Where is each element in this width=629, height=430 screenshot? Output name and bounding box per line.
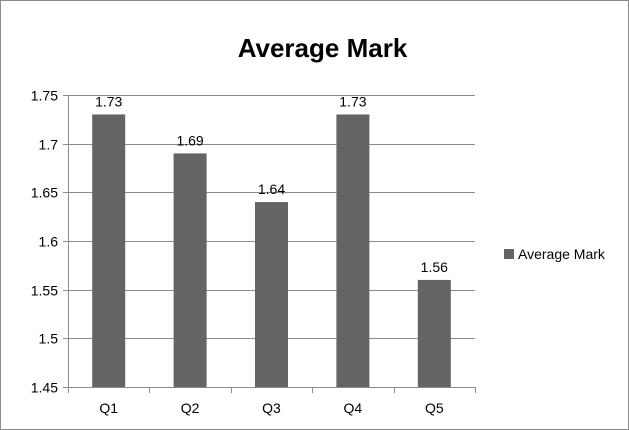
- y-axis-tick-labels: 1.75 1.7 1.65 1.6 1.55 1.5 1.45: [31, 88, 58, 396]
- data-label: 1.69: [176, 132, 203, 148]
- x-axis-tick-labels: Q1 Q2 Q3 Q4 Q5: [99, 400, 443, 416]
- x-axis-tick-label: Q5: [425, 400, 444, 416]
- bar-series: [92, 114, 451, 387]
- y-axis-tick-label: 1.45: [31, 380, 58, 396]
- y-axis-tick-label: 1.75: [31, 88, 58, 104]
- data-label: 1.73: [339, 93, 366, 109]
- bar: [255, 202, 288, 387]
- legend-label: Average Mark: [518, 246, 605, 262]
- bar: [92, 114, 126, 387]
- data-label: 1.56: [421, 259, 448, 275]
- legend: Average Mark: [504, 246, 605, 262]
- bar: [417, 279, 451, 387]
- data-labels: 1.73 1.69 1.64 1.73 1.56: [95, 93, 448, 274]
- data-label: 1.64: [258, 181, 285, 197]
- legend-swatch: [504, 249, 514, 259]
- x-axis-tick-label: Q3: [262, 400, 281, 416]
- x-axis-tick-label: Q1: [99, 400, 118, 416]
- y-axis-tick-label: 1.6: [39, 234, 59, 250]
- x-axis-tick-label: Q4: [344, 400, 363, 416]
- bar: [173, 153, 207, 387]
- bar: [336, 114, 370, 387]
- y-axis-tick-label: 1.5: [39, 331, 59, 347]
- chart-title: Average Mark: [237, 33, 408, 63]
- data-label: 1.73: [95, 93, 122, 109]
- y-axis-tick-label: 1.55: [31, 283, 58, 299]
- y-axis-tick-label: 1.7: [39, 137, 59, 153]
- x-axis-tick-label: Q2: [181, 400, 200, 416]
- y-axis-tick-label: 1.65: [31, 185, 58, 201]
- axes: [63, 95, 476, 393]
